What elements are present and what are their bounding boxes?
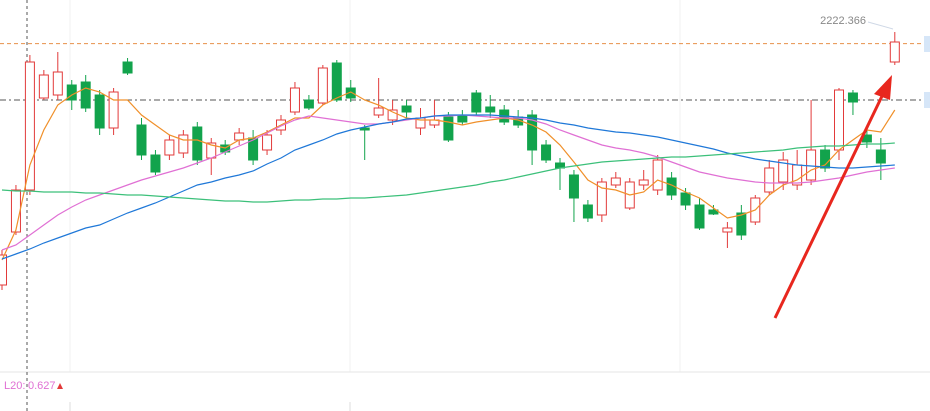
- price-tag: [924, 92, 930, 108]
- candle-body: [471, 92, 482, 113]
- candle-body: [150, 154, 161, 173]
- candle-body: [652, 159, 663, 191]
- moving-average-line: [1, 142, 895, 203]
- candle-body: [108, 91, 119, 129]
- candle-body: [178, 134, 189, 154]
- candle-body: [610, 177, 621, 186]
- candle-body: [875, 149, 886, 164]
- candle-body: [38, 74, 49, 99]
- candle-body: [317, 67, 328, 104]
- candle-body: [708, 209, 719, 215]
- candle-body: [24, 61, 35, 191]
- candle-body: [387, 109, 398, 121]
- candle-body: [806, 149, 817, 181]
- price-tag: [924, 36, 930, 52]
- candle-body: [10, 189, 21, 233]
- candle-body: [94, 94, 105, 129]
- candle-body: [485, 106, 496, 113]
- candle-body: [401, 105, 412, 113]
- candle-body: [122, 61, 133, 74]
- candle-body: [722, 227, 733, 233]
- moving-average-line: [1, 114, 895, 260]
- candle-body: [80, 81, 91, 109]
- candle-body: [457, 114, 468, 123]
- candle-body: [0, 254, 7, 286]
- arrow-shaft: [773, 91, 886, 319]
- candle-body: [541, 144, 552, 161]
- candle-body: [345, 87, 356, 99]
- candle-body: [568, 174, 579, 199]
- candle-body: [262, 134, 273, 151]
- candle-body: [582, 204, 593, 219]
- moving-average-line: [1, 87, 896, 261]
- candle-body: [778, 159, 789, 183]
- indicator-value: 0.627: [28, 380, 56, 392]
- candle-body: [359, 127, 370, 131]
- candle-body: [666, 177, 677, 196]
- candle-body: [847, 92, 858, 103]
- candle-body: [164, 139, 175, 156]
- price-label-leader: [867, 21, 894, 30]
- candle-body: [638, 179, 649, 186]
- candle-body: [764, 167, 775, 193]
- indicator-name: L20:: [4, 380, 25, 392]
- candle-body: [527, 114, 538, 151]
- candle-body: [792, 164, 803, 186]
- candle-body: [303, 99, 314, 109]
- candle-body: [136, 124, 147, 156]
- arrow-head: [874, 75, 892, 100]
- candle-body: [834, 89, 844, 151]
- candle-body: [289, 87, 300, 113]
- candle-body: [373, 107, 384, 116]
- candle-body: [52, 71, 63, 96]
- candle-body: [596, 181, 607, 216]
- moving-average-line: [1, 114, 895, 251]
- up-arrow-icon: [57, 383, 63, 389]
- candle-body: [694, 204, 705, 229]
- price-label: 2222.366: [820, 15, 866, 27]
- candle-body: [192, 126, 203, 161]
- plot: 2222.366: [0, 15, 924, 319]
- candle-body: [680, 192, 691, 206]
- candle-body: [889, 41, 900, 63]
- candle-body: [736, 212, 747, 236]
- candle-body: [443, 116, 454, 141]
- candle-body: [331, 62, 342, 101]
- candle-body: [820, 149, 831, 169]
